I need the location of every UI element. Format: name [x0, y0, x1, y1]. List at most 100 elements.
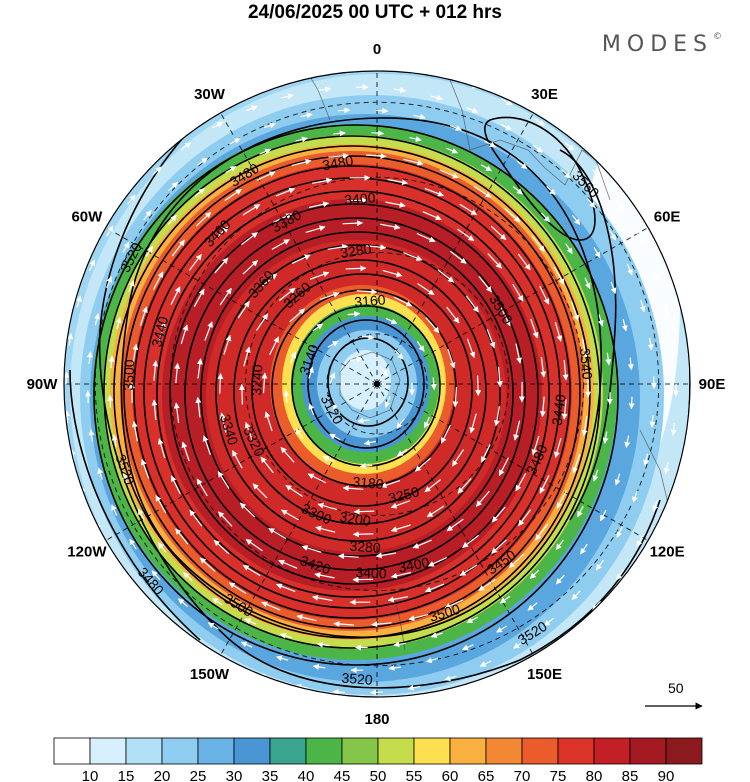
- wind-vector: [499, 595, 511, 604]
- wind-speed-field: [64, 71, 690, 697]
- contour-label: 3440: [549, 393, 569, 426]
- latitude-circle: [94, 101, 660, 667]
- wind-vector: [279, 705, 291, 708]
- contour-label: 3180: [352, 473, 385, 492]
- colorbar-swatch: [341, 737, 379, 765]
- wind-vector: [501, 674, 513, 682]
- contour-label: 3250: [387, 483, 421, 506]
- contour-3400: [133, 165, 571, 619]
- wind-vector: [152, 271, 164, 290]
- wind-vector: [393, 641, 406, 648]
- wind-vector: [571, 590, 581, 601]
- wind-vector: [307, 473, 327, 484]
- wind-vector: [140, 458, 150, 479]
- wind-vector: [108, 355, 115, 369]
- wind-vector: [145, 141, 156, 151]
- wind-vector: [396, 448, 408, 457]
- wind-vector: [473, 185, 492, 198]
- contour-3560: [484, 116, 596, 241]
- wind-vector: [466, 616, 478, 624]
- colorbar-swatch: [233, 737, 271, 765]
- wind-vector: [484, 140, 497, 148]
- wind-vector: [639, 300, 646, 313]
- wind-reference-vector: 50: [645, 680, 703, 710]
- longitude-labels: 0 30E 60E 90E 120E 150E 180 150W 120W 90W 60W 30W: [27, 41, 726, 728]
- wind-vector: [240, 641, 253, 648]
- wind-vector: [337, 107, 351, 114]
- wind-vector: [457, 478, 472, 494]
- wind-vector: [295, 136, 308, 143]
- colorbar-swatch: [413, 737, 451, 765]
- colorbar-swatch: [557, 737, 595, 765]
- wind-vector: [616, 526, 624, 538]
- wind-vector: [122, 241, 130, 253]
- wind-vector: [636, 535, 644, 548]
- wind-vector: [451, 449, 464, 467]
- wind-vector: [219, 287, 232, 306]
- wind-vector: [214, 257, 229, 274]
- contour-3360: [156, 190, 550, 598]
- contour-label: 3400: [355, 564, 387, 581]
- colorbar-label: 15: [118, 768, 135, 782]
- wind-vector: [180, 142, 192, 151]
- wind-vector: [529, 569, 540, 580]
- wind-vector: [181, 441, 190, 462]
- wind-vector: [285, 484, 303, 497]
- colorbar-label: 10: [82, 768, 99, 782]
- map-boundary: [63, 70, 691, 698]
- contour-3340: [169, 203, 539, 585]
- wind-vector: [422, 211, 442, 221]
- wind-vector: [437, 269, 455, 283]
- wind-vector: [296, 614, 317, 622]
- colorbar-label: 25: [190, 768, 207, 782]
- wind-vector: [69, 448, 76, 462]
- wind-vector: [643, 453, 649, 466]
- wind-vector: [535, 523, 549, 541]
- wind-vector: [513, 641, 525, 649]
- latitude-circle: [245, 252, 509, 516]
- wind-vector: [151, 399, 158, 420]
- wind-vector: [291, 158, 312, 167]
- wind-vector: [627, 357, 634, 371]
- wind-vector: [380, 480, 401, 489]
- colorbar-swatch: [449, 737, 487, 765]
- longitude-label: 90E: [699, 376, 726, 393]
- wind-vector: [289, 308, 306, 323]
- contour-label: 3520: [341, 670, 373, 688]
- wind-vector: [295, 683, 308, 690]
- wind-vector: [599, 509, 607, 522]
- wind-vector: [570, 301, 580, 322]
- wind-vector: [571, 214, 581, 226]
- wind-vector: [375, 552, 397, 559]
- wind-vector: [145, 245, 154, 257]
- colorbar-swatch: [89, 737, 127, 765]
- wind-vector: [446, 306, 460, 324]
- wind-vector: [264, 411, 273, 432]
- wind-vector: [256, 313, 269, 331]
- wind-vector: [479, 660, 492, 667]
- contour-3240: [251, 273, 473, 507]
- wind-vector: [329, 372, 336, 385]
- wind-vector: [231, 450, 243, 469]
- wind-vector: [459, 203, 478, 216]
- contour-label: 3400: [344, 189, 377, 208]
- brand-mark: ©: [713, 32, 722, 42]
- longitude-label: 150E: [527, 666, 562, 683]
- meridian-line: [376, 227, 649, 385]
- wind-vector: [565, 243, 573, 255]
- wind-vector: [647, 337, 654, 351]
- colorbar-swatch: [593, 737, 631, 765]
- wind-vector: [155, 495, 167, 514]
- wind-vector: [366, 153, 387, 160]
- wind-vector: [379, 366, 388, 377]
- wind-vector: [371, 621, 392, 628]
- wind-vector: [532, 144, 543, 153]
- contour-3320: [184, 217, 526, 571]
- wind-vector: [491, 506, 506, 523]
- wind-vector: [632, 490, 638, 503]
- wind-vector: [271, 239, 290, 250]
- wind-vector: [252, 483, 268, 499]
- wind-vector: [212, 121, 224, 129]
- wind-vector: [636, 233, 644, 245]
- wind-vector: [312, 323, 324, 332]
